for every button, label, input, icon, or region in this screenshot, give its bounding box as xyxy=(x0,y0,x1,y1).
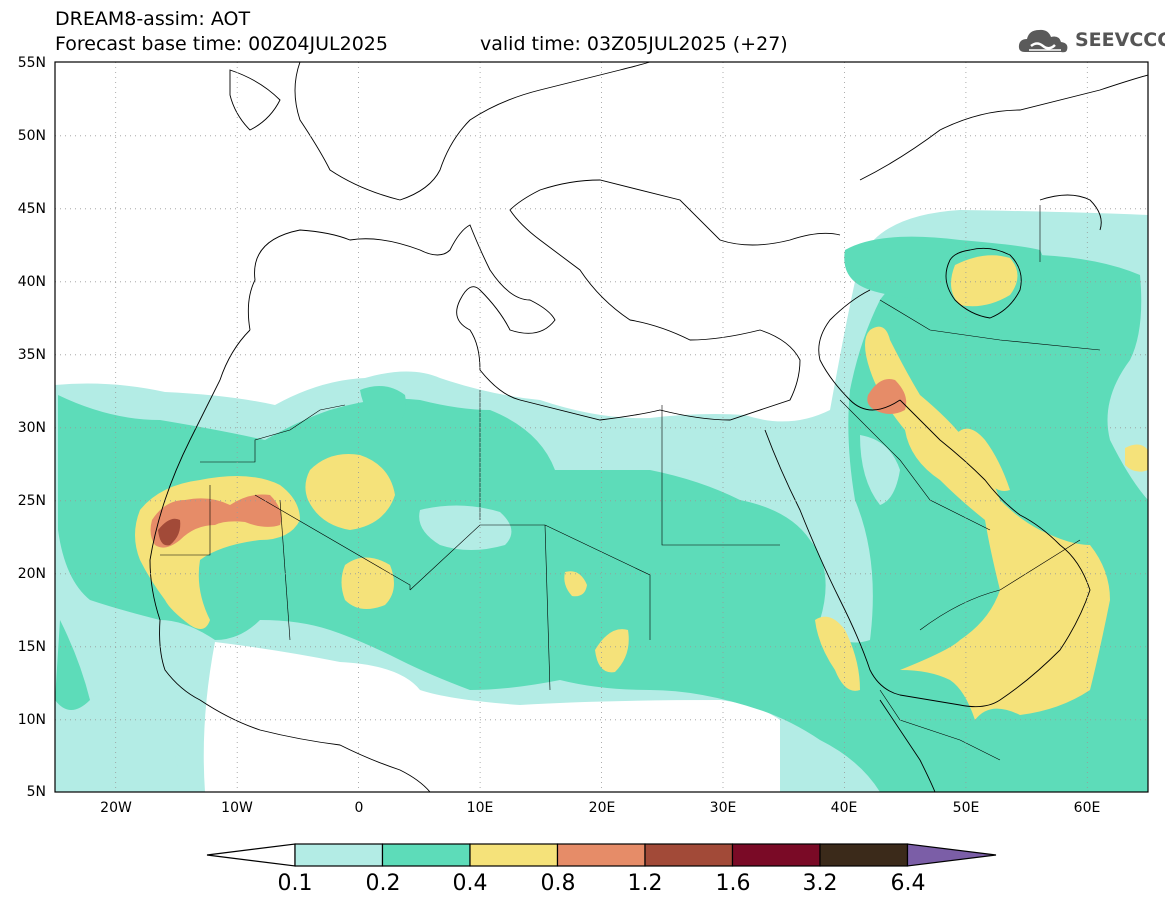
colorbar-label-1.2: 1.2 xyxy=(627,871,663,896)
graticule xyxy=(55,62,1148,792)
lon-label-20e: 20E xyxy=(588,800,616,816)
coastlines xyxy=(149,62,1148,792)
lat-label-40n: 40N xyxy=(17,274,46,290)
lon-label-60e: 60E xyxy=(1073,800,1101,816)
colorbar-label-1.6: 1.6 xyxy=(715,871,751,896)
coastline-europe xyxy=(294,62,651,201)
colorbar-label-6.4: 6.4 xyxy=(890,871,926,896)
aot-hole-niger xyxy=(419,505,512,550)
caspian-sea xyxy=(945,247,1022,319)
aot-level-0.4-arabia xyxy=(865,326,1110,720)
lon-label-10e: 10E xyxy=(466,800,494,816)
colorbar-label-0.8: 0.8 xyxy=(540,871,576,896)
colorbar-label-0.1: 0.1 xyxy=(277,871,313,896)
valid-time-label: valid time: 03Z05JUL2025 (+27) xyxy=(480,33,788,55)
lon-label-10w: 10W xyxy=(221,800,253,816)
colorbar-label-0.4: 0.4 xyxy=(452,871,488,896)
lat-label-15n: 15N xyxy=(17,639,46,655)
aral-sea xyxy=(1039,194,1102,231)
aot-level-0.4-gulf xyxy=(955,428,1010,491)
aot-level-0.2-algeria xyxy=(360,386,406,425)
aot-level-0.4-eritrea xyxy=(815,616,860,691)
aot-level-0.4-caspian xyxy=(951,255,1018,307)
political-borders xyxy=(160,205,1101,761)
coastline-britain xyxy=(229,69,281,131)
aot-level-0.8-iraq xyxy=(867,379,907,414)
border-yemen-oman xyxy=(999,539,1081,591)
lat-label-20n: 20N xyxy=(17,566,46,582)
lat-label-30n: 30N xyxy=(17,420,46,436)
border-ethiopia-somalia xyxy=(879,689,1001,761)
map-frame xyxy=(54,61,1149,793)
lat-label-25n: 25N xyxy=(17,493,46,509)
aot-field xyxy=(55,210,1148,792)
aot-level-0.2-coast xyxy=(55,620,90,710)
border-egypt-libya-sudan xyxy=(661,405,780,546)
border-western-sahara xyxy=(160,485,211,556)
aot-level-0.4-chad2 xyxy=(595,629,629,673)
border-niger-algeria-libya xyxy=(409,524,545,591)
aot-level-1.2 xyxy=(158,518,181,546)
border-iran-north xyxy=(879,299,1101,351)
lat-label-10n: 10N xyxy=(17,712,46,728)
lat-label-50n: 50N xyxy=(17,128,46,144)
cloud-icon xyxy=(1018,29,1068,53)
aot-level-0.8-western-sahara xyxy=(150,494,282,548)
aot-level-0.1-west xyxy=(55,696,180,792)
coastline-mediterranean xyxy=(247,179,841,421)
aot-hole-arabia xyxy=(860,435,900,505)
border-mauritania-mali xyxy=(279,499,291,641)
coastline-levant xyxy=(818,289,901,411)
border-morocco-algeria xyxy=(200,404,346,463)
base-time-label: Forecast base time: 00Z04JUL2025 xyxy=(55,33,388,55)
lon-label-50e: 50E xyxy=(952,800,980,816)
border-niger-chad xyxy=(544,524,551,691)
lat-label-45n: 45N xyxy=(17,201,46,217)
clear-area-sahel xyxy=(203,642,780,792)
coastline-horn xyxy=(879,699,936,792)
border-libya-chad-sudan xyxy=(544,524,651,640)
lon-label-30e: 30E xyxy=(709,800,737,816)
aot-level-0.4-pakistan xyxy=(1125,444,1148,472)
lat-label-5n: 5N xyxy=(26,784,46,800)
aot-hole-libya xyxy=(590,428,735,470)
seevccc-logo: SEEVCCC xyxy=(1017,24,1165,56)
lon-label-0: 0 xyxy=(354,800,364,816)
lon-label-20w: 20W xyxy=(100,800,132,816)
aot-level-0.4-mali xyxy=(341,557,394,609)
lat-label-35n: 35N xyxy=(17,347,46,363)
map-title: DREAM8-assim: AOT xyxy=(55,8,251,30)
aot-level-0.4-chad1 xyxy=(564,571,587,597)
colorbar-label-3.2: 3.2 xyxy=(802,871,838,896)
border-mali-algeria xyxy=(254,494,411,590)
aot-level-0.4-algeria xyxy=(305,454,395,530)
border-yemen-saudi xyxy=(919,589,1001,631)
coastline-north xyxy=(859,74,1148,181)
coastline-red-sea-arabia xyxy=(764,399,1091,708)
lat-label-55n: 55N xyxy=(17,55,46,71)
border-arabia-north xyxy=(839,399,991,531)
colorbar-label-0.2: 0.2 xyxy=(365,871,401,896)
coastline-west-africa xyxy=(149,329,431,792)
logo-text: SEEVCCC xyxy=(1075,29,1165,51)
lon-label-40e: 40E xyxy=(830,800,858,816)
